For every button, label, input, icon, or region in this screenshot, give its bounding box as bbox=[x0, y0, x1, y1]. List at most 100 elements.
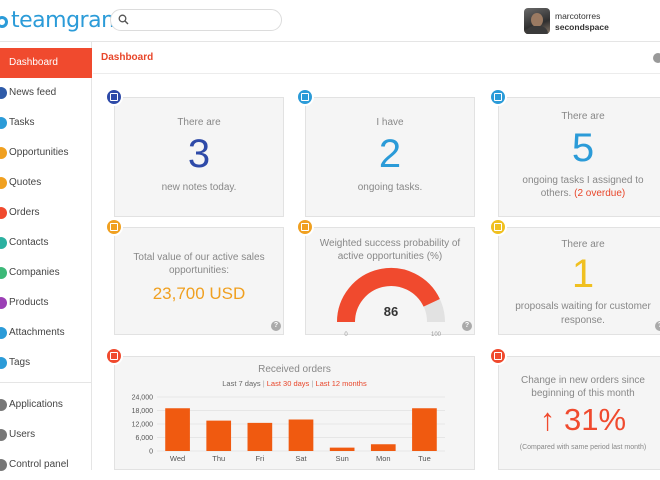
app-logo[interactable]: teamgram bbox=[0, 8, 123, 33]
bar-wed bbox=[165, 408, 190, 451]
news-feed-icon bbox=[0, 87, 7, 99]
change-line1: Change in new orders since bbox=[521, 375, 645, 386]
gauge-fill bbox=[337, 268, 440, 323]
value-line2: opportunities: bbox=[168, 265, 230, 276]
help-icon[interactable]: ? bbox=[271, 321, 281, 331]
change-line2: beginning of this month bbox=[531, 388, 635, 399]
x-tick-label: Thu bbox=[212, 454, 225, 463]
probability-gauge: 86 0 100 bbox=[337, 268, 445, 336]
proposals-card[interactable]: There are 1 proposals waiting for custom… bbox=[498, 227, 660, 335]
search-box[interactable] bbox=[110, 9, 282, 31]
user-company: secondspace bbox=[555, 22, 609, 32]
proposals-line1: There are bbox=[561, 239, 605, 250]
help-icon[interactable]: ? bbox=[655, 321, 660, 331]
sidebar-item-label: Tags bbox=[9, 357, 31, 368]
user-info[interactable]: marcotorres secondspace bbox=[555, 11, 609, 33]
assigned-line3: others. (2 overdue) bbox=[499, 187, 660, 200]
change-value: 31% bbox=[564, 402, 627, 437]
overdue-link[interactable]: (2 overdue) bbox=[574, 188, 626, 199]
tags-icon bbox=[0, 357, 7, 369]
notes-icon bbox=[105, 88, 123, 106]
sidebar-item-news-feed[interactable]: News feed bbox=[0, 78, 92, 108]
filter-last-12-months[interactable]: Last 12 months bbox=[315, 379, 367, 388]
checklist-icon bbox=[296, 88, 314, 106]
attachments-icon bbox=[0, 327, 7, 339]
notes-card[interactable]: There are 3 new notes today. bbox=[114, 97, 284, 217]
sidebar-item-tasks[interactable]: Tasks bbox=[0, 108, 92, 138]
sidebar-item-contacts[interactable]: Contacts bbox=[0, 228, 92, 258]
y-tick-label: 12,000 bbox=[132, 422, 154, 429]
top-bar: teamgram marcotorres secondspace bbox=[0, 0, 660, 42]
page-title: Dashboard bbox=[101, 52, 154, 63]
sidebar-item-companies[interactable]: Companies bbox=[0, 258, 92, 288]
sidebar-item-label: Dashboard bbox=[9, 57, 58, 68]
avatar[interactable] bbox=[524, 8, 550, 34]
order-change-card[interactable]: Change in new orders since beginning of … bbox=[498, 356, 660, 470]
x-tick-label: Tue bbox=[418, 454, 431, 463]
user-name: marcotorres bbox=[555, 11, 601, 21]
sidebar-item-label: Contacts bbox=[9, 237, 49, 248]
sidebar-item-label: Companies bbox=[9, 267, 60, 278]
sidebar-item-dashboard[interactable]: Dashboard bbox=[0, 48, 92, 78]
search-input[interactable] bbox=[135, 12, 275, 28]
filter-last-7-days[interactable]: Last 7 days bbox=[222, 379, 261, 388]
value-line1: Total value of our active sales bbox=[133, 252, 265, 263]
sidebar-item-label: Users bbox=[9, 429, 36, 440]
help-icon[interactable] bbox=[653, 53, 660, 63]
tasks-count: 2 bbox=[378, 132, 402, 176]
sidebar-item-quotes[interactable]: Quotes bbox=[0, 168, 92, 198]
sidebar-item-label: Products bbox=[9, 297, 49, 308]
orders-chart-icon bbox=[105, 347, 123, 365]
sidebar-item-products[interactable]: Products bbox=[0, 288, 92, 318]
sidebar-item-orders[interactable]: Orders bbox=[0, 198, 92, 228]
proposals-line2: proposals waiting for customer bbox=[515, 301, 651, 312]
tasks-card[interactable]: I have 2 ongoing tasks. bbox=[305, 97, 475, 217]
y-tick-label: 24,000 bbox=[132, 395, 154, 402]
quotes-icon bbox=[0, 177, 7, 189]
sidebar-item-users[interactable]: Users bbox=[0, 420, 92, 450]
notes-line1: There are bbox=[177, 117, 221, 128]
sidebar-item-label: Quotes bbox=[9, 177, 42, 188]
sidebar-item-control-panel[interactable]: Control panel bbox=[0, 450, 92, 480]
arrow-up-icon: ↑ bbox=[539, 402, 556, 437]
opportunity-value-card[interactable]: Total value of our active sales opportun… bbox=[114, 227, 284, 335]
change-note: (Compared with same period last month) bbox=[519, 444, 647, 451]
sidebar-item-label: Tasks bbox=[9, 117, 35, 128]
assigned-line2: ongoing tasks I assigned to bbox=[522, 175, 644, 186]
y-tick-label: 0 bbox=[149, 449, 153, 456]
bar-sun bbox=[329, 447, 355, 451]
success-probability-card[interactable]: Weighted success probability of active o… bbox=[305, 227, 475, 336]
sidebar-item-attachments[interactable]: Attachments bbox=[0, 318, 92, 348]
orders-title: Received orders bbox=[258, 364, 331, 375]
sidebar-item-label: News feed bbox=[9, 87, 57, 98]
value-amount: 23,700 USD bbox=[152, 284, 246, 303]
lightbulb-icon bbox=[489, 218, 507, 236]
assigned-count: 5 bbox=[571, 126, 595, 170]
x-tick-label: Sat bbox=[295, 454, 307, 463]
money-icon bbox=[105, 218, 123, 236]
orders-bar-chart: 24,000 18,000 12,000 6,000 0 Wed Thu Fri Sat Sun M… bbox=[132, 395, 445, 463]
help-icon[interactable]: ? bbox=[462, 321, 472, 331]
trend-icon bbox=[489, 347, 507, 365]
sidebar-item-opportunities[interactable]: Opportunities bbox=[0, 138, 92, 168]
bar-mon bbox=[370, 444, 396, 451]
sidebar-item-applications[interactable]: Applications bbox=[0, 390, 92, 420]
received-orders-card[interactable]: Received orders Last 7 days | Last 30 da… bbox=[114, 356, 475, 470]
sidebar-item-tags[interactable]: Tags bbox=[0, 348, 92, 378]
title-divider bbox=[93, 73, 660, 74]
bar-thu bbox=[206, 420, 232, 451]
bar-tue bbox=[412, 408, 437, 451]
proposals-count: 1 bbox=[571, 252, 595, 296]
contacts-icon bbox=[0, 237, 7, 249]
x-tick-label: Wed bbox=[170, 454, 185, 463]
bar-fri bbox=[247, 422, 273, 451]
filter-last-30-days[interactable]: Last 30 days bbox=[266, 379, 310, 388]
assigned-tasks-card[interactable]: There are 5 ongoing tasks I assigned to … bbox=[498, 97, 660, 217]
probability-line1: Weighted success probability of bbox=[319, 238, 461, 249]
filter-separator: | bbox=[311, 379, 314, 388]
assigned-others-text: others. bbox=[540, 188, 572, 199]
companies-icon bbox=[0, 267, 7, 279]
tasks-line2: ongoing tasks. bbox=[357, 182, 423, 193]
notes-line2: new notes today. bbox=[161, 182, 237, 193]
bar-sat bbox=[288, 419, 314, 451]
